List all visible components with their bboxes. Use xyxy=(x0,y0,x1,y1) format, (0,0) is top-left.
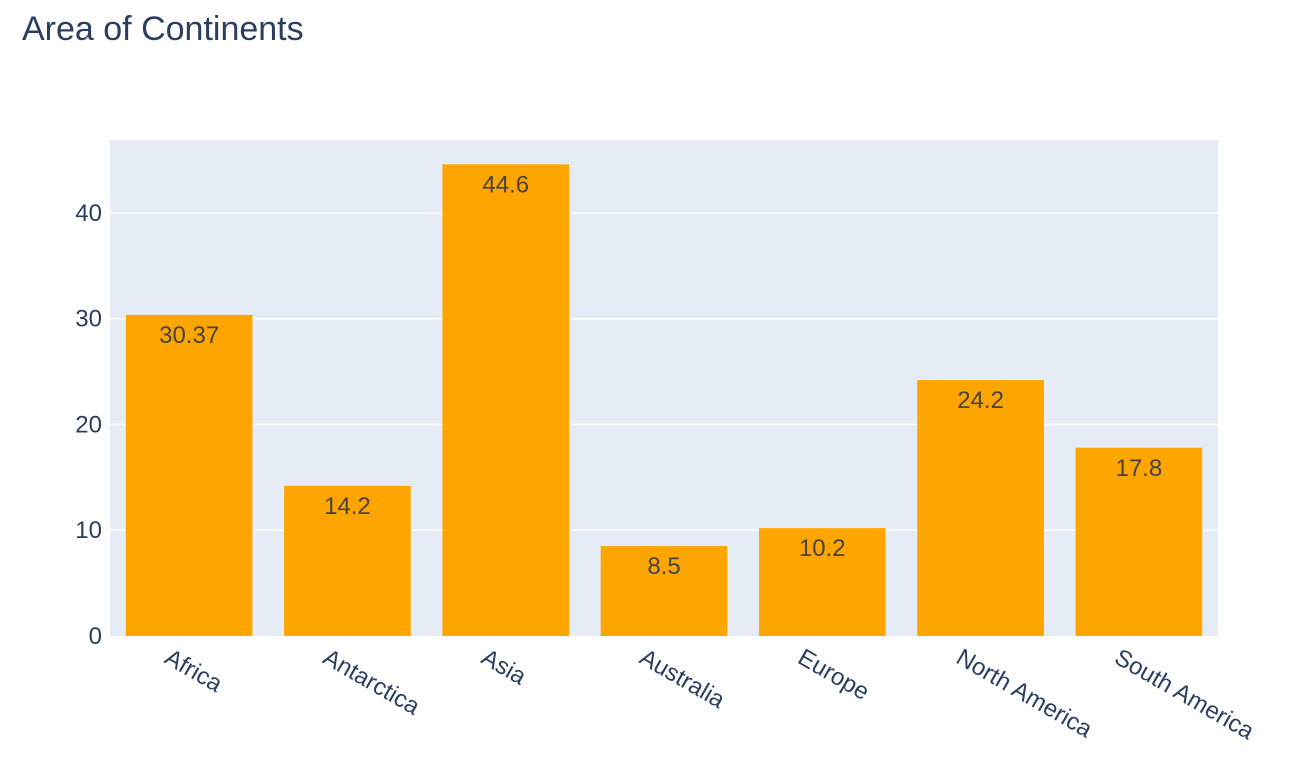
bar xyxy=(125,314,253,636)
y-tick-label: 40 xyxy=(75,200,102,227)
data-label: 17.8 xyxy=(1115,455,1162,482)
data-label: 30.37 xyxy=(159,322,219,349)
y-tick-label: 20 xyxy=(75,411,102,438)
bar xyxy=(442,164,570,636)
y-tick-label: 0 xyxy=(89,623,102,650)
x-axis-ticks: Africa Antarctica Asia Australia Europe North… xyxy=(160,644,1259,746)
data-label: 14.2 xyxy=(324,493,371,520)
x-tick-label: North America xyxy=(952,644,1098,744)
x-tick-label: Antarctica xyxy=(318,644,424,721)
chart-title: Area of Continents xyxy=(22,10,304,48)
data-label: 44.6 xyxy=(482,171,529,198)
bar xyxy=(1075,447,1203,636)
data-label: 24.2 xyxy=(957,387,1004,414)
x-tick-label: Europe xyxy=(793,644,874,706)
bars xyxy=(125,164,1203,636)
x-tick-label: Australia xyxy=(635,644,730,714)
data-label: 8.5 xyxy=(647,553,680,580)
data-labels: 30.37 14.2 44.6 8.5 10.2 24.2 17.8 xyxy=(159,171,1162,580)
data-label: 10.2 xyxy=(799,535,846,562)
x-tick-label: Asia xyxy=(477,644,531,691)
bar xyxy=(600,546,728,636)
bar xyxy=(917,380,1044,636)
y-tick-label: 10 xyxy=(75,517,102,544)
bar xyxy=(284,485,411,636)
y-tick-label: 30 xyxy=(75,306,102,333)
bar xyxy=(758,528,886,636)
x-tick-label: Africa xyxy=(160,644,227,698)
y-axis-ticks: 0 10 20 30 40 xyxy=(75,200,102,650)
x-tick-label: South America xyxy=(1110,644,1259,746)
